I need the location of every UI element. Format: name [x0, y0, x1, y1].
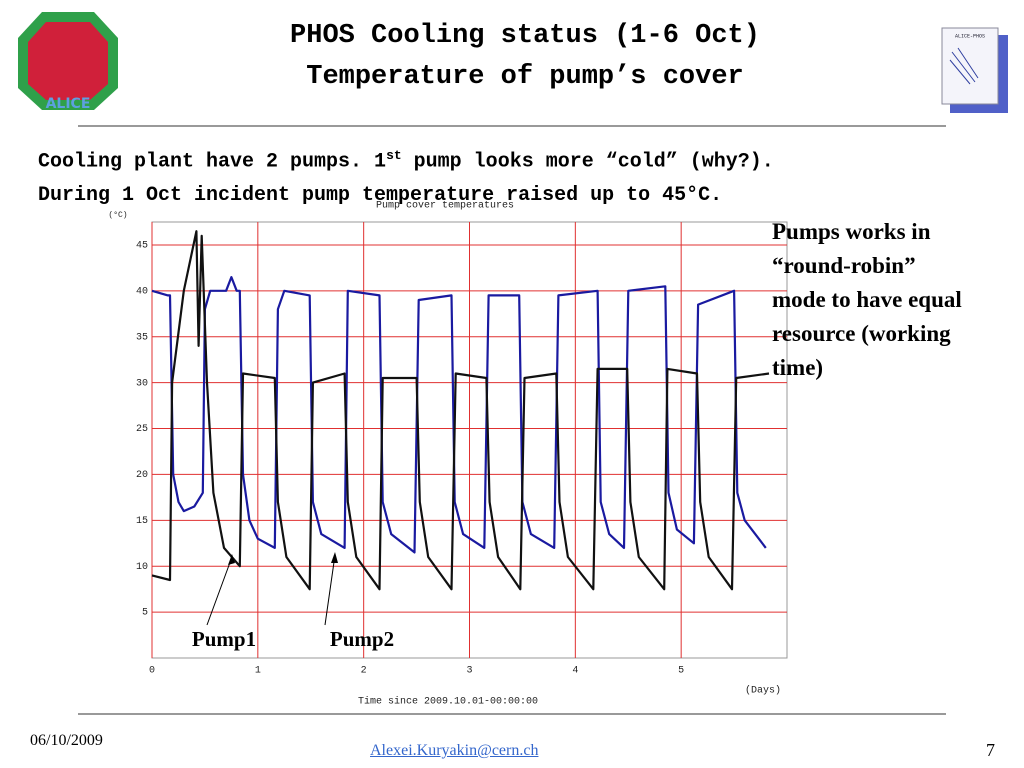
annotation-label: Pump2	[330, 627, 394, 651]
text: pump looks more “cold” (why?).	[401, 150, 774, 174]
x-axis-label: Time since 2009.10.01-00:00:00	[358, 696, 538, 708]
logo-left-core	[28, 22, 108, 100]
title-line: Temperature of pump’s cover	[306, 62, 744, 92]
y-tick-label: 10	[136, 562, 148, 573]
y-tick-label: 35	[136, 332, 148, 343]
x-tick-label: 5	[678, 666, 684, 677]
y-tick-label: 25	[136, 424, 148, 435]
x-tick-label: 2	[361, 666, 367, 677]
annotation-arrowhead	[331, 552, 338, 563]
annotation-arrowhead	[228, 554, 235, 565]
y-tick-label: 20	[136, 470, 148, 481]
logo-right-art	[949, 47, 979, 85]
x-tick-label: 4	[572, 666, 578, 677]
y-tick-label: 30	[136, 378, 148, 389]
body-line: Cooling plant have 2 pumps. 1st pump loo…	[38, 139, 774, 179]
chart-title: Pump cover temperatures	[376, 201, 514, 212]
y-tick-label: 45	[136, 241, 148, 252]
body-line: During 1 Oct incident pump temperature r…	[38, 183, 723, 207]
y-unit: (°C)	[108, 211, 127, 220]
y-tick-label: 40	[136, 286, 148, 297]
title-line: PHOS Cooling status (1-6 Oct)	[290, 21, 760, 51]
footer-date: 06/10/2009	[30, 732, 103, 749]
x-tick-label: 1	[255, 666, 261, 677]
annotation-label: Pump1	[192, 627, 256, 651]
body-text: Cooling plant have 2 pumps. 1st pump loo…	[38, 139, 774, 212]
footer-email[interactable]: Alexei.Kuryakin@cern.ch	[370, 742, 539, 759]
series-line	[151, 230, 770, 591]
annotation-arrow	[206, 556, 233, 626]
y-tick-label: 15	[136, 516, 148, 527]
text: Cooling plant have 2 pumps. 1	[38, 150, 387, 174]
series-line	[151, 276, 767, 554]
annotation-arrow	[324, 554, 336, 626]
logo-left-text: ALICE	[46, 96, 91, 112]
x-tick-label: 3	[466, 666, 472, 677]
x-unit: (Days)	[745, 685, 781, 697]
page-number: 7	[986, 740, 995, 760]
superscript: st	[386, 148, 402, 163]
slide-title: PHOS Cooling status (1-6 Oct) Temperatur…	[0, 16, 1024, 98]
side-note: Pumps works in “round-robin” mode to hav…	[772, 219, 962, 380]
y-tick-label: 5	[142, 608, 148, 619]
x-tick-label: 0	[149, 666, 155, 677]
logo-right-text: ALICE-PHOS	[955, 33, 985, 39]
